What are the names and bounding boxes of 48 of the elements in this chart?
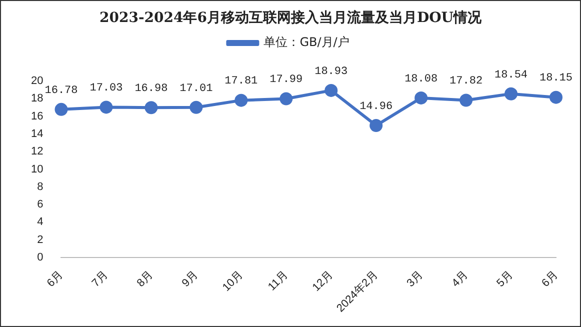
x-tick-label: 3月: [404, 268, 426, 290]
data-label: 16.98: [134, 83, 168, 96]
point: [144, 101, 158, 114]
point: [504, 87, 518, 100]
point: [414, 91, 428, 104]
x-tick-label: 6月: [540, 268, 560, 290]
point: [100, 100, 113, 114]
data-label: 17.99: [270, 74, 303, 86]
point: [280, 92, 293, 106]
data-label: 18.08: [404, 73, 438, 86]
x-tick-label: 5月: [494, 268, 516, 290]
y-tick-label: 20: [30, 75, 44, 88]
point: [190, 100, 203, 114]
point: [324, 84, 338, 97]
point: [460, 94, 473, 107]
data-label: 18.54: [494, 69, 528, 82]
point: [54, 102, 68, 116]
x-tick-label: 6月: [44, 268, 66, 290]
y-tick-label: 18: [30, 92, 44, 105]
data-label: 16.78: [44, 84, 78, 97]
y-tick-label: 12: [30, 146, 44, 158]
data-label: 18.15: [539, 72, 573, 85]
y-tick-label: 10: [30, 163, 44, 176]
data-label: 17.03: [90, 82, 123, 95]
data-label: 14.96: [360, 100, 393, 113]
y-tick-label: 14: [30, 128, 44, 140]
x-tick-label: 8月: [134, 268, 156, 290]
data-label: 17.81: [224, 76, 258, 88]
x-tick-label: 7月: [90, 268, 110, 290]
point: [370, 118, 383, 132]
y-tick-label: 2: [37, 234, 44, 246]
y-tick-label: 16: [30, 110, 44, 122]
x-tick-label: 10月: [220, 268, 246, 294]
legend-label: 单位：GB/月/户: [264, 35, 350, 50]
data-label: 17.01: [180, 82, 214, 95]
data-label: 17.82: [450, 76, 483, 88]
data-label: 18.93: [314, 66, 348, 78]
x-tick-label: 11月: [266, 268, 290, 294]
y-tick-label: 8: [37, 180, 44, 193]
point: [234, 94, 248, 107]
point: [550, 90, 562, 104]
y-tick-label: 4: [37, 216, 44, 228]
y-tick-label: 0: [37, 252, 44, 264]
x-tick-label: 4月: [450, 268, 470, 290]
x-tick-label: 9月: [180, 268, 200, 290]
x-tick-label: 12月: [310, 268, 336, 294]
y-tick-label: 6: [37, 198, 44, 211]
chart-title: 2023-2024年6月移动互联网接入当月流量及当月DOU情况: [98, 9, 483, 27]
